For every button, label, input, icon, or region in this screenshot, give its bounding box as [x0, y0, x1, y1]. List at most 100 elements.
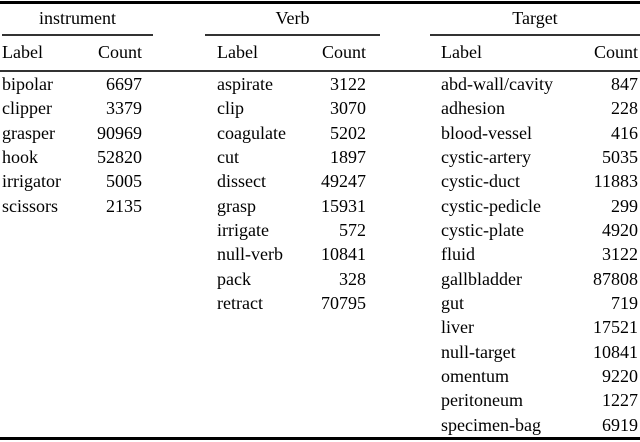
count-column-header: Count	[97, 42, 142, 62]
verb-subheader-row: Label Count	[205, 41, 380, 64]
table-row: null-verb 10841	[205, 242, 380, 266]
row-count: 11883	[593, 171, 638, 192]
row-label: gallbladder	[441, 268, 522, 289]
row-count: 2135	[106, 195, 142, 216]
group-title-target: Target	[512, 8, 558, 28]
row-count: 1897	[330, 146, 366, 167]
row-count: 299	[611, 195, 638, 216]
row-label: grasper	[2, 122, 55, 143]
row-count: 3122	[330, 74, 366, 94]
row-label: clip	[217, 98, 244, 119]
row-label: adhesion	[441, 98, 505, 119]
row-label: specimen-bag	[441, 414, 541, 435]
bottom-rule	[0, 437, 640, 440]
row-label: fluid	[441, 244, 475, 265]
row-count: 5202	[330, 122, 366, 143]
table-row: hook 52820	[2, 145, 153, 169]
row-label: clipper	[2, 98, 52, 119]
count-column-header: Count	[321, 42, 366, 62]
row-count: 6697	[106, 74, 142, 94]
row-count: 3070	[330, 98, 366, 119]
row-count: 5005	[106, 171, 142, 192]
table-row: irrigate 572	[205, 218, 380, 242]
table-row: blood-vessel 416	[430, 121, 640, 145]
label-column-header: Label	[441, 42, 482, 62]
row-label: cut	[217, 146, 239, 167]
row-count: 9220	[602, 365, 638, 386]
row-label: omentum	[441, 365, 509, 386]
row-count: 4920	[602, 219, 638, 240]
table-row: cut 1897	[205, 145, 380, 169]
row-count: 328	[339, 268, 366, 289]
row-count: 1227	[602, 390, 638, 411]
instrument-rows: bipolar 6697 clipper 3379 grasper 90969 hook 52…	[2, 72, 153, 218]
table-row: cystic-pedicle 299	[430, 194, 640, 218]
table-row: fluid 3122	[430, 242, 640, 266]
row-label: pack	[217, 268, 251, 289]
row-count: 3122	[602, 244, 638, 265]
row-label: cystic-artery	[441, 146, 531, 167]
row-count: 416	[611, 122, 638, 143]
table-row: adhesion 228	[430, 96, 640, 120]
target-group-rule	[430, 34, 640, 36]
row-label: scissors	[2, 195, 59, 216]
row-label: cystic-plate	[441, 219, 524, 240]
verb-group-rule	[205, 34, 380, 36]
row-count: 52820	[97, 146, 142, 167]
row-count: 15931	[321, 195, 366, 216]
row-count: 228	[611, 98, 638, 119]
row-count: 3379	[106, 98, 142, 119]
table-row: null-target 10841	[430, 340, 640, 364]
instrument-column-group: instrument Label Count bipolar 6697 clippe…	[2, 0, 153, 442]
table-row: grasp 15931	[205, 194, 380, 218]
table-row: liver 17521	[430, 315, 640, 339]
count-column-header: Count	[593, 42, 638, 62]
label-column-header: Label	[217, 42, 258, 62]
group-title-verb: Verb	[275, 8, 310, 28]
row-count: 572	[339, 219, 366, 240]
row-count: 70795	[321, 292, 366, 313]
table-row: retract 70795	[205, 291, 380, 315]
row-label: blood-vessel	[441, 122, 532, 143]
row-label: coagulate	[217, 122, 286, 143]
row-count: 90969	[97, 122, 142, 143]
row-label: peritoneum	[441, 390, 523, 411]
row-label: cystic-pedicle	[441, 195, 541, 216]
row-label: grasp	[217, 195, 256, 216]
table-row: bipolar 6697	[2, 72, 153, 96]
table-row: cystic-plate 4920	[430, 218, 640, 242]
row-label: retract	[217, 292, 263, 313]
table-row: peritoneum 1227	[430, 388, 640, 412]
verb-rows: aspirate 3122 clip 3070 coagulate 5202 cut 1897…	[205, 72, 380, 315]
row-count: 10841	[321, 244, 366, 265]
row-label: irrigate	[217, 219, 269, 240]
table-row: gut 719	[430, 291, 640, 315]
target-rows: abd-wall/cavity 847 adhesion 228 blood-vesse…	[430, 72, 640, 437]
table-row: clipper 3379	[2, 96, 153, 120]
row-count: 847	[611, 74, 638, 94]
table-row: dissect 49247	[205, 169, 380, 193]
table-row: clip 3070	[205, 96, 380, 120]
table-row: pack 328	[205, 267, 380, 291]
top-rule	[0, 1, 640, 4]
row-count: 5035	[602, 146, 638, 167]
row-label: hook	[2, 146, 38, 167]
row-label: gut	[441, 292, 465, 313]
target-subheader-row: Label Count	[430, 41, 640, 64]
row-label: abd-wall/cavity	[441, 74, 553, 94]
target-column-group: Target Label Count abd-wall/cavity 847 adh…	[430, 0, 640, 442]
row-label: cystic-duct	[441, 171, 520, 192]
instrument-group-rule	[2, 34, 153, 36]
table-row: specimen-bag 6919	[430, 413, 640, 437]
verb-column-group: Verb Label Count aspirate 3122 clip 3070 coa…	[205, 0, 380, 442]
table-row: aspirate 3122	[205, 72, 380, 96]
row-count: 10841	[593, 341, 638, 362]
group-title-instrument: instrument	[39, 8, 116, 28]
table-row: scissors 2135	[2, 194, 153, 218]
row-label: null-verb	[217, 244, 283, 265]
table-row: grasper 90969	[2, 121, 153, 145]
row-count: 87808	[593, 268, 638, 289]
row-label: liver	[441, 317, 474, 338]
table-row: cystic-duct 11883	[430, 169, 640, 193]
